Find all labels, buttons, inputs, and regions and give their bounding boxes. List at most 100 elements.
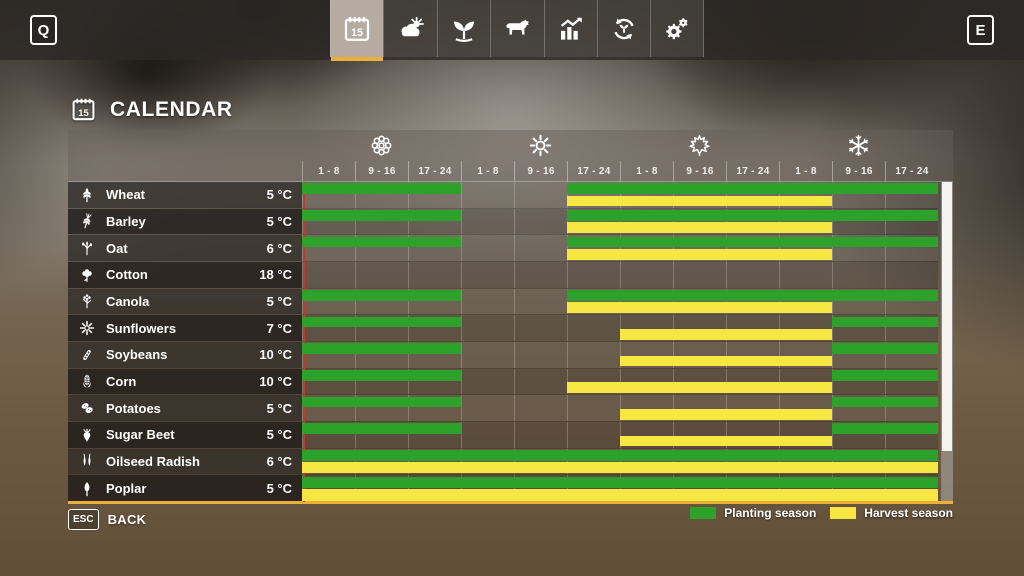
crop-name: Potatoes — [106, 400, 161, 416]
season-header — [68, 130, 953, 161]
planting-bar — [302, 369, 461, 381]
season-spring — [302, 130, 461, 161]
seedling-icon — [449, 14, 479, 44]
tab-weather[interactable] — [383, 0, 437, 57]
crop-min-temp: 6 °C — [266, 453, 292, 469]
planting-bar — [302, 423, 461, 434]
crop-season-track — [302, 315, 938, 341]
harvest-bar — [567, 195, 832, 207]
planting-bar — [302, 289, 461, 301]
period-label: 17 - 24 — [726, 161, 779, 181]
tab-production[interactable] — [596, 0, 651, 57]
legend-item: Planting season — [690, 506, 816, 520]
harvest-bar — [620, 355, 832, 367]
crop-row-barley: Barley 5 °C — [68, 208, 938, 236]
crop-min-temp: 5 °C — [266, 481, 292, 497]
crop-row-corn: Corn 10 °C — [68, 368, 938, 396]
crop-season-track — [302, 341, 938, 368]
crop-name: Oilseed Radish — [106, 453, 200, 469]
harvest-bar — [620, 408, 832, 420]
season-autumn — [620, 130, 779, 161]
legend-swatch — [690, 507, 717, 519]
planting-bar — [567, 289, 938, 301]
gears-icon — [662, 14, 692, 44]
cow-icon — [502, 14, 532, 44]
crop-name: Oat — [106, 240, 128, 256]
cotton-icon — [68, 266, 106, 284]
legend-label: Planting season — [724, 506, 817, 520]
scrollbar[interactable] — [941, 182, 953, 502]
period-label: 1 - 8 — [461, 161, 514, 181]
period-label: 9 - 16 — [355, 161, 408, 181]
crop-row-oilseed-radish: Oilseed Radish 6 °C — [68, 448, 938, 476]
finances-icon — [556, 14, 586, 44]
back-button[interactable]: ESC BACK — [68, 509, 146, 530]
soybean-icon — [68, 346, 106, 364]
tab-settings[interactable] — [650, 0, 704, 57]
tab-finances[interactable] — [543, 0, 597, 57]
tab-animals[interactable] — [490, 0, 544, 57]
harvest-bar — [302, 462, 938, 473]
period-label: 1 - 8 — [302, 161, 355, 181]
key-hint-e-label: E — [975, 21, 986, 39]
tab-calendar[interactable]: 15 — [330, 0, 384, 61]
crop-name: Soybeans — [106, 347, 168, 363]
canola-icon — [68, 292, 106, 310]
crop-label: Corn 10 °C — [68, 368, 302, 395]
planting-bar — [567, 183, 938, 195]
crop-label: Sunflowers 7 °C — [68, 315, 302, 341]
crop-row-oat: Oat 6 °C — [68, 235, 938, 262]
harvest-bar — [302, 489, 938, 501]
key-hint-q-label: Q — [37, 21, 50, 39]
key-hint-q: Q — [30, 15, 57, 45]
rotation-icon — [609, 14, 639, 44]
crop-season-track — [302, 475, 938, 502]
period-label: 1 - 8 — [779, 161, 832, 181]
period-label: 17 - 24 — [567, 161, 620, 181]
planting-bar — [832, 316, 938, 328]
period-label: 9 - 16 — [514, 161, 567, 181]
maple-leaf-icon — [687, 133, 712, 158]
season-summer — [461, 130, 620, 161]
legend: Planting season Harvest season — [690, 506, 953, 520]
crop-name: Sunflowers — [106, 320, 177, 336]
period-label: 1 - 8 — [620, 161, 673, 181]
crop-min-temp: 5 °C — [266, 293, 292, 309]
planting-bar — [302, 476, 938, 488]
potato-icon — [68, 399, 106, 417]
sugar-beet-icon — [68, 426, 106, 444]
crop-name: Canola — [106, 293, 150, 309]
season-header-spacer — [68, 130, 302, 161]
calendar-icon: 15 — [70, 96, 97, 123]
planting-bar — [302, 183, 461, 195]
crop-season-track — [302, 261, 938, 288]
harvest-bar — [620, 435, 832, 447]
key-hint-e: E — [967, 15, 994, 45]
crop-name: Corn — [106, 373, 137, 389]
crop-label: Cotton 18 °C — [68, 261, 302, 288]
crop-name: Sugar Beet — [106, 427, 175, 443]
scrollbar-thumb[interactable] — [942, 182, 952, 451]
crop-row-canola: Canola 5 °C — [68, 288, 938, 316]
key-hint-esc-label: ESC — [73, 514, 94, 525]
harvest-bar — [567, 222, 832, 234]
crop-label: Canola 5 °C — [68, 288, 302, 315]
crop-row-sunflower: Sunflowers 7 °C — [68, 315, 938, 342]
crop-min-temp: 10 °C — [259, 373, 292, 389]
crop-label: Wheat 5 °C — [68, 182, 302, 208]
planting-bar — [832, 396, 938, 408]
crop-label: Oat 6 °C — [68, 235, 302, 261]
crop-label: Oilseed Radish 6 °C — [68, 448, 302, 475]
crop-label: Sugar Beet 5 °C — [68, 421, 302, 448]
crop-row-wheat: Wheat 5 °C — [68, 182, 938, 209]
legend-label: Harvest season — [864, 506, 953, 520]
tab-crops[interactable] — [436, 0, 491, 57]
crop-min-temp: 18 °C — [259, 267, 292, 283]
crop-name: Barley — [106, 213, 146, 229]
planting-bar — [567, 236, 938, 248]
crop-name: Poplar — [106, 481, 147, 497]
crop-season-track — [302, 288, 938, 315]
period-label: 9 - 16 — [832, 161, 885, 181]
